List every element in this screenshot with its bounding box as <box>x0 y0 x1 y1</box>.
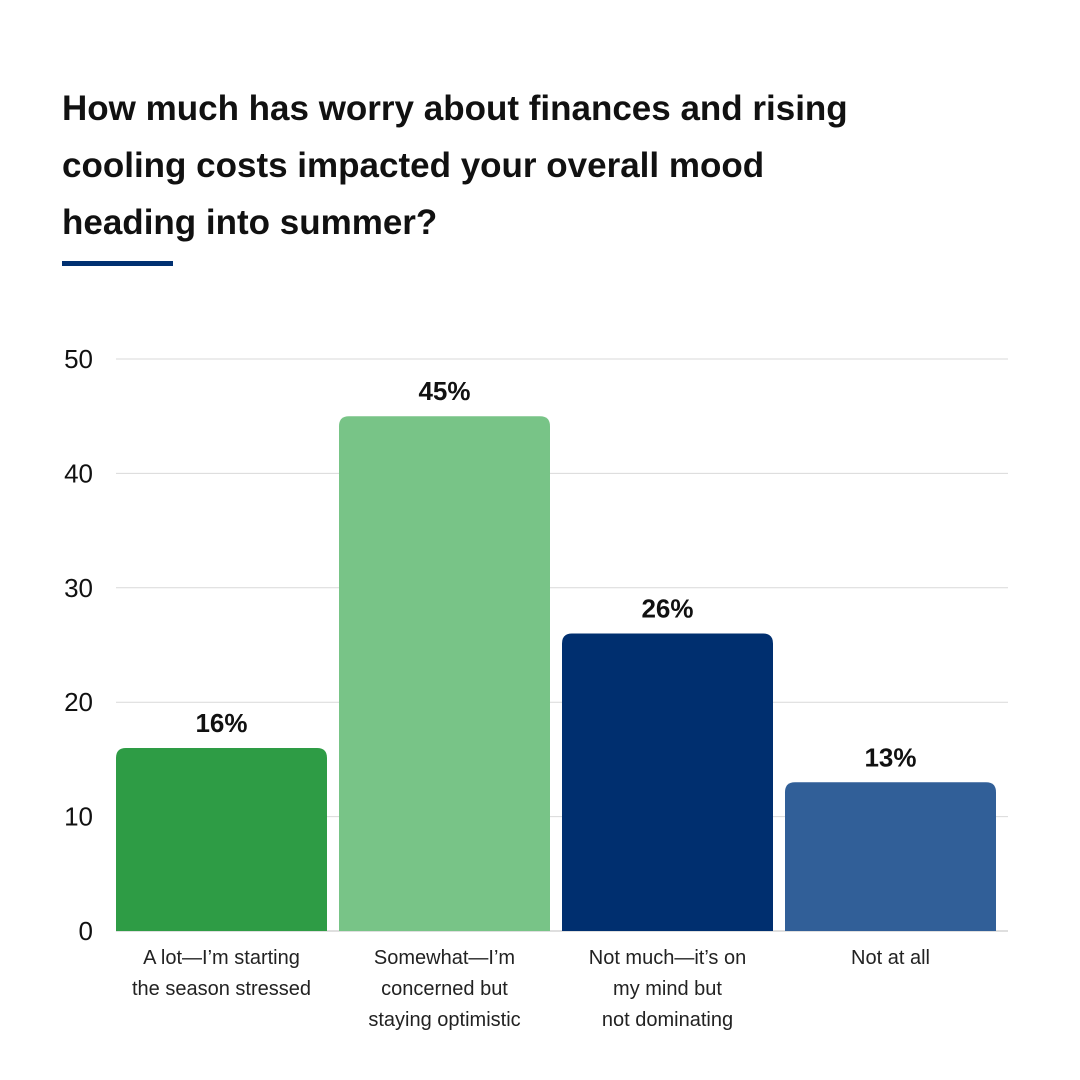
x-tick-label: Somewhat—I’m <box>374 947 515 969</box>
bar-value-label: 26% <box>641 594 693 624</box>
x-tick-label: the season stressed <box>132 978 311 1000</box>
bar <box>116 747 327 931</box>
y-tick-label: 20 <box>64 687 93 717</box>
bar-value-label: 45% <box>418 376 470 406</box>
title-accent-bar <box>62 261 173 266</box>
y-tick-label: 50 <box>64 344 93 374</box>
chart-title: How much has worry about finances and ri… <box>62 80 962 251</box>
x-tick-label: my mind but <box>613 978 722 1000</box>
bar <box>339 416 550 931</box>
bar-value-label: 16% <box>195 708 247 738</box>
chart-title-line: heading into summer? <box>62 203 438 242</box>
bar-value-label: 13% <box>864 742 916 772</box>
chart-title-line: cooling costs impacted your overall mood <box>62 146 765 185</box>
x-tick-label: staying optimistic <box>368 1009 520 1031</box>
y-tick-label: 10 <box>64 802 93 832</box>
y-tick-label: 0 <box>79 916 93 946</box>
bar <box>562 633 773 931</box>
y-tick-label: 40 <box>64 458 93 488</box>
bar <box>785 782 996 931</box>
y-tick-label: 30 <box>64 573 93 603</box>
x-tick-label: Not much—it’s on <box>589 947 746 969</box>
x-tick-label: not dominating <box>602 1009 733 1031</box>
x-tick-label: Not at all <box>851 947 930 969</box>
chart-title-line: How much has worry about finances and ri… <box>62 89 848 128</box>
x-tick-label: concerned but <box>381 978 508 1000</box>
x-tick-label: A lot—I’m starting <box>143 947 300 969</box>
